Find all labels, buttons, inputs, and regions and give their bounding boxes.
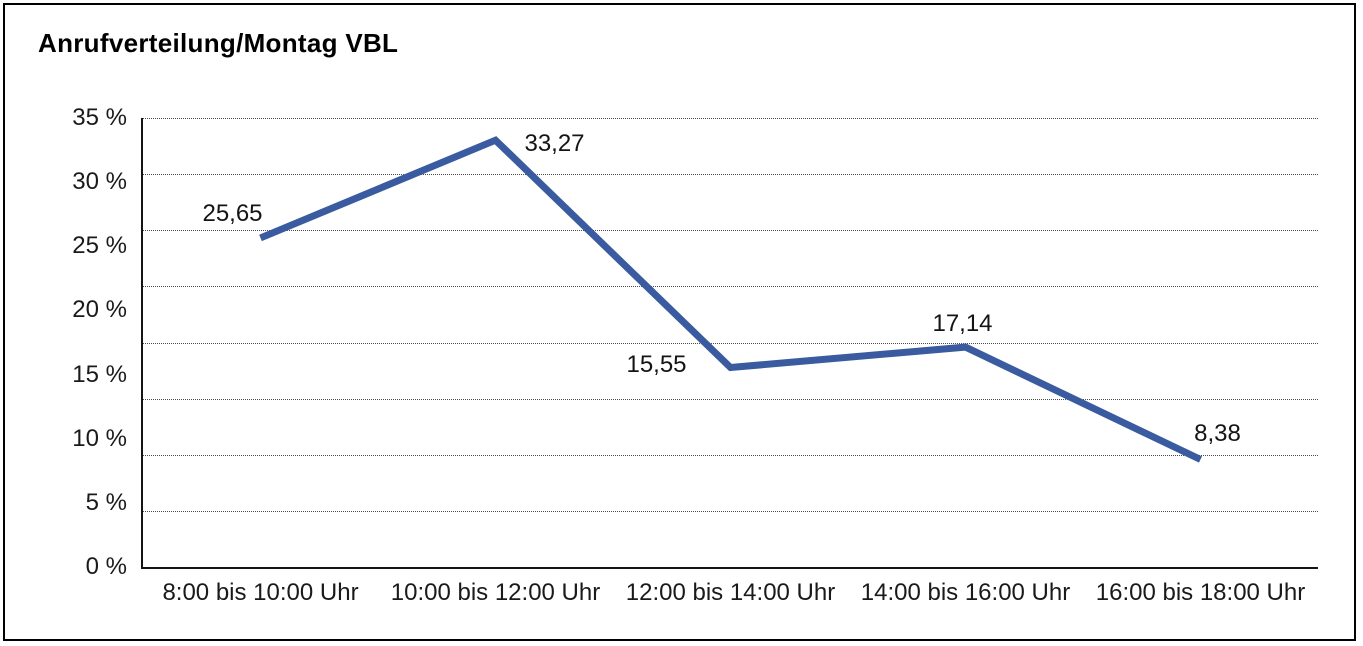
y-tick-label: 30 % — [72, 168, 127, 196]
gridline — [143, 510, 1318, 512]
y-tick-label: 20 % — [72, 296, 127, 324]
data-point-label: 15,55 — [626, 350, 687, 378]
y-tick-label: 10 % — [72, 424, 127, 452]
gridline — [143, 454, 1318, 456]
data-point-label: 8,38 — [1194, 420, 1241, 448]
y-tick-label: 5 % — [85, 488, 127, 516]
plot-area: 0 % 5 % 10 % 15 % 20 % 25 % 30 % 35 % 8:00 bis … — [72, 104, 1318, 606]
x-category-label: 14:00 bis 16:00 Uhr — [860, 579, 1071, 606]
x-category-label: 12:00 bis 14:00 Uhr — [625, 579, 836, 606]
line-series-svg — [259, 136, 1203, 463]
line-series — [259, 136, 1203, 463]
y-tick-label: 15 % — [72, 360, 127, 388]
x-category-label: 16:00 bis 18:00 Uhr — [1095, 579, 1306, 606]
data-point-label: 33,27 — [524, 130, 585, 158]
gridline — [143, 230, 1318, 232]
data-point-label: 17,14 — [932, 310, 993, 338]
x-category-label: 10:00 bis 12:00 Uhr — [390, 579, 601, 606]
y-tick-label: 35 % — [72, 104, 127, 131]
gridline — [143, 398, 1318, 400]
data-point-label: 25,65 — [202, 199, 263, 227]
chart-title: Anrufverteilung/Montag VBL — [38, 28, 399, 58]
gridline — [143, 342, 1318, 344]
y-tick-label: 25 % — [72, 232, 127, 260]
gridline — [143, 286, 1318, 288]
gridline — [143, 174, 1318, 176]
gridline — [143, 118, 1318, 119]
x-category-label: 8:00 bis 10:00 Uhr — [162, 579, 359, 606]
y-tick-label: 0 % — [85, 553, 127, 580]
